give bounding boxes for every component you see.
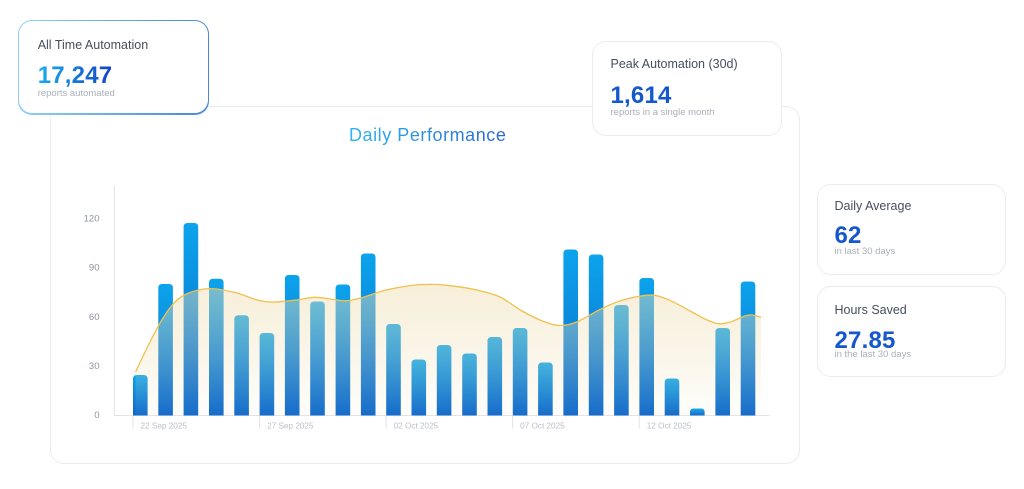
svg-text:60: 60 <box>89 312 100 323</box>
svg-text:0: 0 <box>94 410 99 421</box>
svg-text:07 Oct 2025: 07 Oct 2025 <box>520 422 565 431</box>
svg-text:02 Oct 2025: 02 Oct 2025 <box>394 422 439 431</box>
svg-text:90: 90 <box>89 263 100 274</box>
svg-text:30: 30 <box>89 361 100 372</box>
svg-text:27 Sep 2025: 27 Sep 2025 <box>267 422 314 431</box>
svg-text:12 Oct 2025: 12 Oct 2025 <box>647 422 692 431</box>
svg-text:120: 120 <box>84 213 100 224</box>
svg-text:22 Sep 2025: 22 Sep 2025 <box>141 422 188 431</box>
